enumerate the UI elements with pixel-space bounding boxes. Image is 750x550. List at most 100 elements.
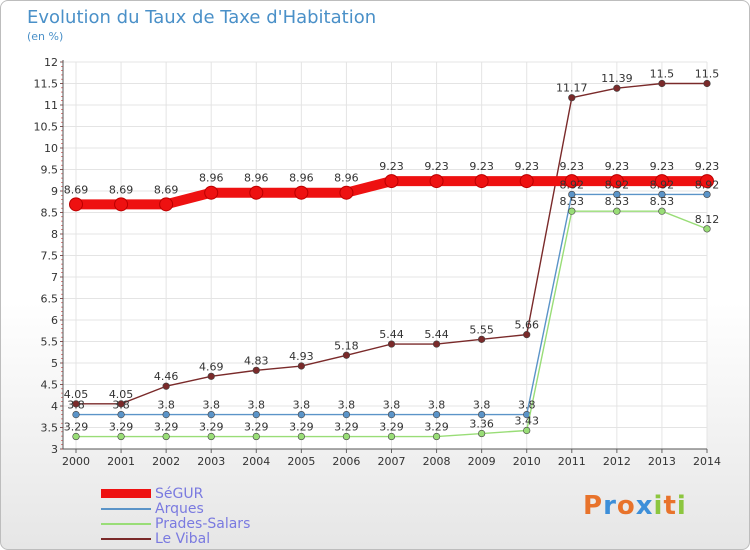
logo-letter: i (676, 491, 687, 521)
data-point (252, 432, 260, 441)
data-label: 8.92 (560, 178, 585, 191)
data-point (609, 174, 624, 189)
data-point (387, 340, 396, 348)
data-label: 8.53 (605, 195, 630, 208)
data-point (249, 185, 264, 200)
legend-label: Arques (155, 500, 204, 517)
data-label: 9.23 (605, 160, 630, 173)
y-tick-label: 3.5 (41, 422, 59, 435)
data-point (387, 432, 396, 441)
data-label: 3.8 (473, 399, 491, 412)
x-tick-label: 2007 (378, 455, 406, 468)
x-tick-label: 2000 (62, 455, 90, 468)
data-point (162, 411, 170, 419)
data-point (523, 331, 531, 339)
data-point (69, 197, 83, 212)
data-label: 8.92 (650, 178, 675, 191)
data-point (703, 190, 711, 199)
data-label: 3.8 (338, 399, 356, 412)
y-tick-label: 8.5 (41, 207, 59, 220)
data-label: 5.66 (514, 319, 539, 332)
data-point (568, 94, 576, 102)
x-tick-label: 2011 (558, 455, 586, 468)
data-label: 9.23 (650, 160, 675, 173)
data-label: 8.69 (109, 183, 134, 196)
legend-label: Prades-Salars (155, 515, 251, 532)
data-label: 3.8 (428, 399, 446, 412)
data-label: 3.43 (514, 415, 539, 428)
chart-title: Evolution du Taux de Taxe d'Habitation (27, 7, 377, 28)
data-point (162, 382, 170, 390)
data-label: 3.29 (379, 421, 404, 434)
legend-swatch (101, 507, 151, 510)
data-point (294, 185, 309, 200)
data-label: 3.29 (334, 421, 359, 434)
data-label: 8.92 (605, 178, 630, 191)
x-tick-label: 2010 (513, 455, 541, 468)
data-point (474, 174, 489, 189)
data-point (568, 190, 576, 199)
data-label: 9.23 (469, 160, 494, 173)
data-point (252, 366, 260, 374)
chart-legend: SéGUR Arques Prades-Salars Le Vibal (101, 485, 251, 547)
y-tick-label: 7.5 (41, 250, 59, 263)
legend-label: SéGUR (155, 485, 204, 502)
data-point (384, 174, 399, 189)
data-label: 8.69 (64, 183, 89, 196)
data-label: 8.92 (695, 178, 720, 191)
data-point (72, 400, 80, 408)
data-point (613, 207, 621, 215)
legend-label: Le Vibal (155, 530, 211, 547)
data-label: 3.29 (199, 421, 224, 434)
data-label: 8.69 (154, 183, 179, 196)
data-label: 3.29 (424, 421, 449, 434)
x-tick-label: 2013 (648, 455, 676, 468)
y-tick-label: 5 (51, 357, 58, 370)
data-point (339, 185, 354, 200)
data-label: 8.53 (650, 195, 675, 208)
y-tick-label: 4 (51, 400, 58, 413)
data-point (478, 429, 486, 438)
data-point (478, 335, 486, 343)
data-label: 3.8 (157, 399, 175, 412)
data-point (117, 400, 125, 408)
data-point (658, 190, 666, 199)
data-point (72, 432, 80, 441)
data-point (478, 411, 486, 419)
y-tick-label: 3 (51, 443, 58, 456)
y-tick-label: 10 (44, 142, 58, 155)
legend-swatch (101, 522, 151, 525)
legend-swatch (101, 489, 151, 498)
logo-letter: o (616, 491, 636, 521)
data-label: 3.8 (293, 399, 311, 412)
y-tick-label: 8 (51, 228, 58, 241)
chart-subtitle: (en %) (27, 30, 64, 43)
data-point (117, 411, 125, 419)
legend-item: Arques (101, 500, 250, 517)
x-tick-label: 2006 (332, 455, 360, 468)
legend-item: SéGUR (101, 485, 250, 502)
data-label: 9.23 (560, 160, 585, 173)
data-point (432, 432, 441, 441)
data-point (654, 174, 669, 189)
data-point (159, 197, 174, 212)
x-tick-label: 2002 (152, 455, 180, 468)
data-label: 9.23 (514, 160, 539, 173)
data-point (658, 79, 666, 88)
data-label: 4.69 (199, 360, 224, 373)
data-point (252, 411, 260, 419)
data-point (204, 185, 219, 200)
legend-swatch (101, 537, 151, 540)
data-point (162, 432, 170, 441)
data-label: 8.12 (695, 213, 720, 226)
y-tick-label: 4.5 (41, 379, 59, 392)
logo-letter: x (635, 491, 654, 521)
data-label: 3.8 (67, 399, 85, 412)
data-label: 11.39 (601, 72, 633, 85)
y-tick-label: 11.5 (34, 78, 59, 91)
y-tick-label: 12 (44, 56, 58, 69)
logo-letter: r (603, 491, 617, 521)
data-label: 3.8 (112, 399, 130, 412)
data-point (429, 174, 444, 189)
